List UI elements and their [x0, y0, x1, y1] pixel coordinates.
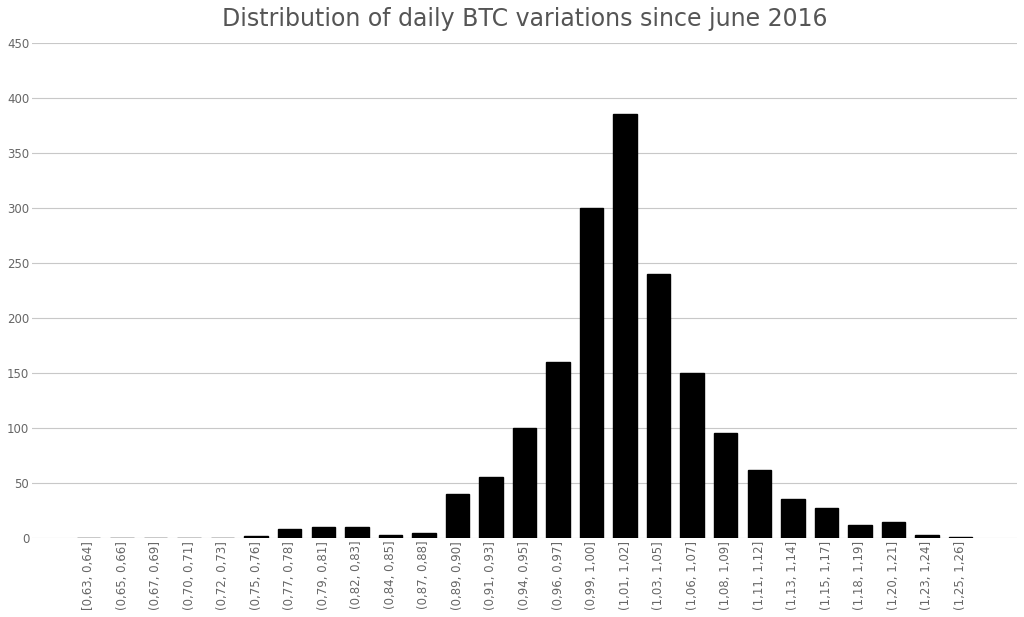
Bar [915, 535, 939, 538]
Bar [748, 470, 771, 538]
Bar [445, 494, 469, 538]
Bar [479, 478, 503, 538]
Bar [848, 525, 871, 538]
Bar [949, 537, 972, 538]
Bar [714, 433, 737, 538]
Bar [513, 428, 537, 538]
Bar [379, 535, 402, 538]
Bar [547, 362, 569, 538]
Bar [613, 114, 637, 538]
Bar [815, 508, 838, 538]
Bar [278, 529, 301, 538]
Bar [245, 536, 268, 538]
Bar [345, 527, 369, 538]
Bar [781, 500, 805, 538]
Bar [647, 274, 671, 538]
Bar [311, 527, 335, 538]
Bar [681, 373, 703, 538]
Bar [412, 532, 435, 538]
Bar [580, 208, 603, 538]
Title: Distribution of daily BTC variations since june 2016: Distribution of daily BTC variations sin… [222, 7, 827, 31]
Bar [882, 521, 905, 538]
